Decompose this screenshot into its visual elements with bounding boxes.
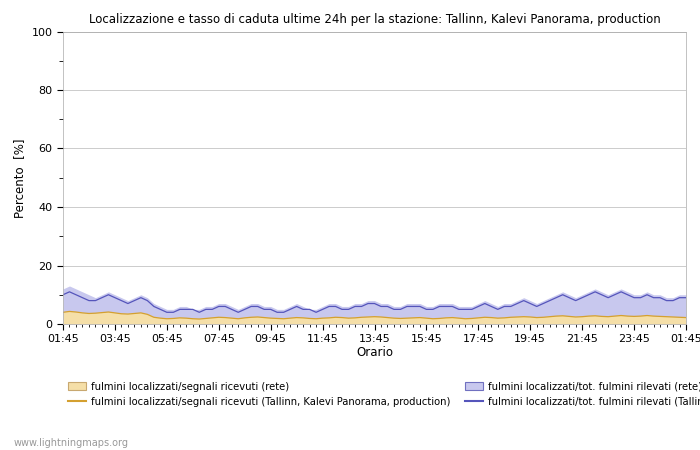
Y-axis label: Percento  [%]: Percento [%]: [13, 138, 26, 217]
X-axis label: Orario: Orario: [356, 346, 393, 360]
Legend: fulmini localizzati/segnali ricevuti (rete), fulmini localizzati/segnali ricevut: fulmini localizzati/segnali ricevuti (re…: [68, 382, 700, 407]
Text: www.lightningmaps.org: www.lightningmaps.org: [14, 438, 129, 448]
Title: Localizzazione e tasso di caduta ultime 24h per la stazione: Tallinn, Kalevi Pan: Localizzazione e tasso di caduta ultime …: [89, 13, 660, 26]
